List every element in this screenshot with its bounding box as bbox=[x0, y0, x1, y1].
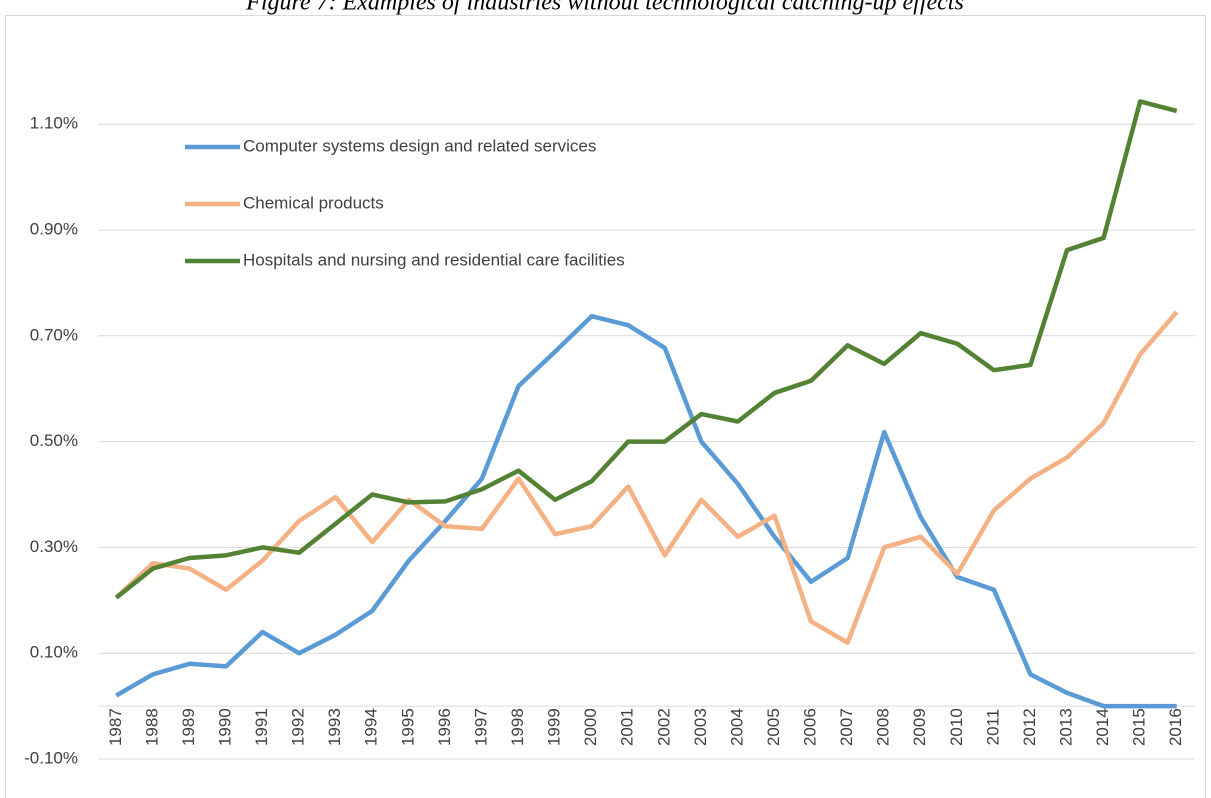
legend-label: Hospitals and nursing and residential ca… bbox=[243, 250, 625, 269]
x-tick-label: 2014 bbox=[1093, 708, 1112, 746]
x-tick-label: 2000 bbox=[581, 708, 600, 746]
legend-label: Computer systems design and related serv… bbox=[243, 136, 596, 155]
y-tick-label: 0.90% bbox=[30, 219, 78, 238]
x-tick-label: 1990 bbox=[215, 708, 234, 746]
y-tick-label: 0.50% bbox=[30, 431, 78, 450]
legend-label: Chemical products bbox=[243, 193, 384, 212]
x-tick-label: 2009 bbox=[910, 708, 929, 746]
x-tick-label: 2016 bbox=[1166, 708, 1185, 746]
y-tick-label: -0.10% bbox=[24, 748, 78, 767]
x-tick-label: 2007 bbox=[837, 708, 856, 746]
x-tick-label: 1992 bbox=[289, 708, 308, 746]
x-tick-label: 2012 bbox=[1020, 708, 1039, 746]
y-tick-label: 0.30% bbox=[30, 537, 78, 556]
x-tick-label: 2004 bbox=[727, 708, 746, 746]
x-tick-label: 1997 bbox=[471, 708, 490, 746]
series-line bbox=[114, 310, 1179, 645]
chart-title: Figure 7: Examples of industries without… bbox=[245, 0, 964, 16]
x-tick-label: 2002 bbox=[654, 708, 673, 746]
x-tick-label: 2006 bbox=[801, 708, 820, 746]
series-line bbox=[114, 99, 1178, 600]
x-tick-label: 1994 bbox=[362, 708, 381, 746]
x-tick-label: 1999 bbox=[545, 708, 564, 746]
x-tick-label: 1988 bbox=[142, 708, 161, 746]
x-tick-label: 2005 bbox=[764, 708, 783, 746]
x-tick-label: 1996 bbox=[435, 708, 454, 746]
y-tick-label: 0.70% bbox=[30, 325, 78, 344]
series-line bbox=[115, 313, 1177, 709]
y-tick-label: 1.10% bbox=[30, 114, 78, 133]
x-tick-label: 2001 bbox=[618, 708, 637, 746]
x-tick-label: 1987 bbox=[106, 708, 125, 746]
x-tick-label: 1995 bbox=[398, 708, 417, 746]
x-tick-label: 1989 bbox=[179, 708, 198, 746]
y-tick-label: 0.10% bbox=[30, 643, 78, 662]
x-tick-label: 2011 bbox=[983, 709, 1002, 746]
x-tick-label: 2008 bbox=[874, 708, 893, 746]
x-tick-label: 1993 bbox=[325, 708, 344, 746]
x-tick-label: 2015 bbox=[1130, 708, 1149, 746]
x-tick-label: 1998 bbox=[508, 708, 527, 746]
x-tick-label: 2013 bbox=[1057, 708, 1076, 746]
x-tick-label: 2003 bbox=[691, 708, 710, 746]
x-tick-label: 2010 bbox=[947, 708, 966, 746]
x-tick-label: 1991 bbox=[252, 708, 271, 746]
chart-border bbox=[5, 15, 1206, 798]
